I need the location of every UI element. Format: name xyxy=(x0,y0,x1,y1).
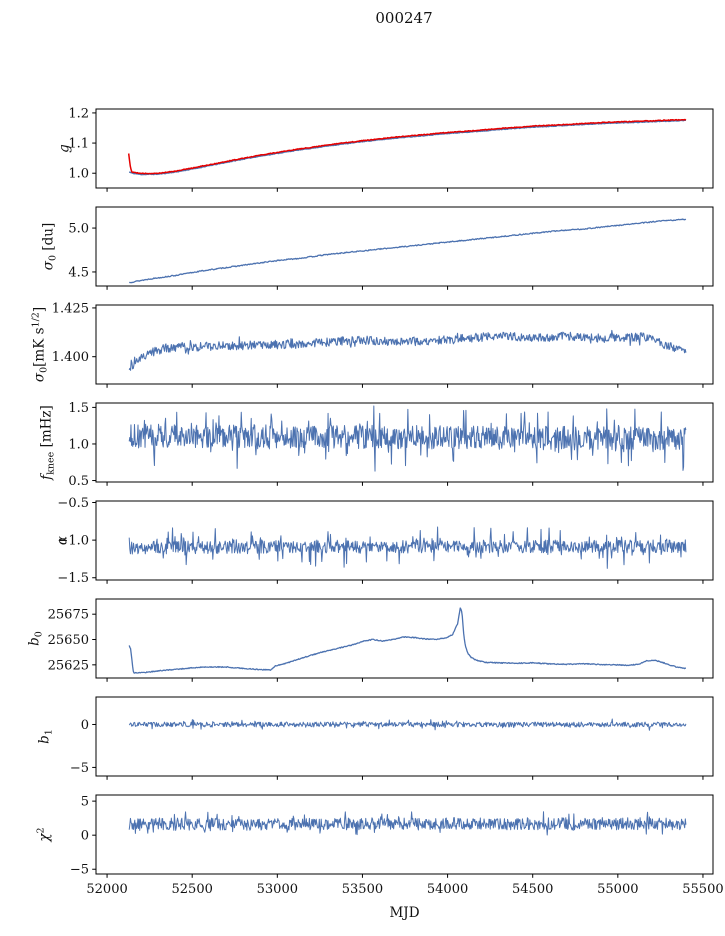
y-tick-label: 1.1 xyxy=(68,137,89,152)
series-chi2-line xyxy=(128,811,687,836)
y-tick-label: −1.5 xyxy=(57,571,89,586)
series-b1-line xyxy=(128,718,687,731)
x-tick-label: 53000 xyxy=(257,882,298,897)
y-tick-label: 0 xyxy=(81,829,89,844)
series-g-fit-blue xyxy=(128,119,686,176)
x-tick-label: 53500 xyxy=(342,882,383,897)
panel-b1-series-group xyxy=(128,718,687,731)
panel-sigma0-mks-frame xyxy=(95,304,714,385)
y-axis-label-alpha: α xyxy=(55,536,71,545)
panel-chi2-frame xyxy=(95,794,714,875)
y-axis-label-gain: g xyxy=(57,144,73,153)
y-tick-label: 0.5 xyxy=(68,474,89,489)
y-tick-label: 25625 xyxy=(48,658,89,673)
y-axis-label-b0: b0 xyxy=(27,631,45,646)
y-tick-label: 1.2 xyxy=(68,106,89,121)
y-tick-label: 1.0 xyxy=(68,437,89,452)
y-axis-label-fknee: fknee [mHz] xyxy=(39,405,57,481)
y-tick-label: 4.5 xyxy=(68,265,89,280)
x-tick-label: 55500 xyxy=(682,882,723,897)
panel-chi2-series-group xyxy=(128,811,687,836)
y-tick-label: −1.0 xyxy=(57,534,89,549)
figure-title: 000247 xyxy=(375,9,433,27)
x-tick-label: 54000 xyxy=(427,882,468,897)
series-sigma0-du-line xyxy=(129,218,687,284)
panel-gain-frame xyxy=(95,108,714,189)
x-axis-label: MJD xyxy=(389,905,420,921)
y-axis-label-b1: b1 xyxy=(37,729,55,744)
series-b0-line xyxy=(128,607,686,674)
panel-sigma0-mks-series-group xyxy=(128,329,687,371)
y-tick-label: 1.425 xyxy=(52,301,89,316)
y-axis-label-chi2: χ2 xyxy=(36,827,53,842)
y-axis-label-sigma0-mks: σ0[mK s1/2] xyxy=(31,307,50,382)
panel-b0-frame xyxy=(95,598,714,679)
x-tick-label: 55000 xyxy=(597,882,638,897)
y-tick-label: −5 xyxy=(70,863,89,878)
panel-sigma0-du-series-group xyxy=(129,218,687,284)
panel-gain-series-group xyxy=(127,118,687,176)
panel-b0-series-group xyxy=(128,607,686,674)
y-tick-label: −0.5 xyxy=(57,496,89,511)
y-tick-label: 5 xyxy=(81,795,89,810)
x-tick-label: 54500 xyxy=(512,882,553,897)
y-tick-label: 0 xyxy=(81,718,89,733)
series-fknee-line xyxy=(128,405,687,472)
panel-fknee-series-group xyxy=(128,405,687,472)
y-tick-label: 5.0 xyxy=(68,222,89,237)
x-tick-label: 52500 xyxy=(172,882,213,897)
y-tick-label: 1.5 xyxy=(68,401,89,416)
y-tick-label: 1.400 xyxy=(52,350,89,365)
series-alpha-line xyxy=(128,526,687,569)
y-tick-label: 25675 xyxy=(48,608,89,623)
panel-fknee-frame xyxy=(95,402,714,483)
panel-sigma0-du-frame xyxy=(95,206,714,287)
panel-alpha-series-group xyxy=(128,526,687,569)
y-axis-label-sigma0-du: σ0 [du] xyxy=(41,223,59,270)
y-tick-label: −5 xyxy=(70,761,89,776)
series-sigma0-mks-line xyxy=(128,329,687,371)
y-tick-label: 1.0 xyxy=(68,167,89,182)
y-tick-label: 25650 xyxy=(48,633,89,648)
series-g-data-red xyxy=(127,118,687,175)
x-tick-label: 52000 xyxy=(86,882,127,897)
panel-b1-frame xyxy=(95,696,714,777)
